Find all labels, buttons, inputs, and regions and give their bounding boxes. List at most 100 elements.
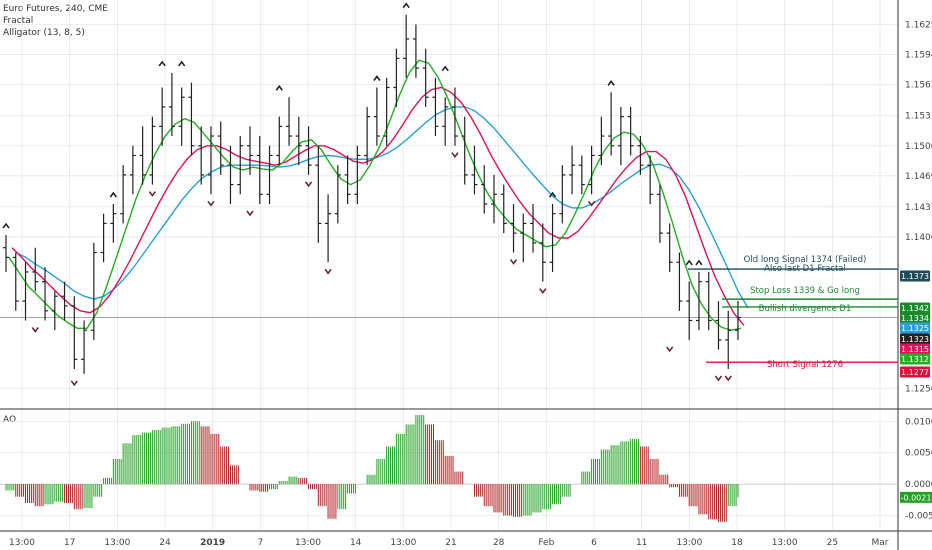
ohlc-bar (559, 165, 566, 224)
ohlc-bar (256, 136, 263, 204)
ohlc-bar (666, 223, 673, 272)
ohlc-bar (168, 72, 175, 137)
ohlc-bar (510, 204, 517, 253)
price-tick-label: 1.1406 (905, 233, 932, 243)
ohlc-bar (12, 252, 19, 311)
fractal-down-marker (207, 200, 215, 207)
fractal-up-marker (178, 60, 186, 67)
time-tick-label: 11 (636, 538, 647, 548)
ohlc-bar (286, 97, 293, 146)
fractal-up-marker (685, 259, 693, 266)
ohlc-bar (705, 271, 712, 331)
price-tag-bg (900, 366, 930, 378)
ohlc-bar (461, 116, 468, 185)
ohlc-bar (159, 87, 166, 146)
ohlc-bar (237, 136, 244, 195)
ohlc-bar (188, 82, 195, 156)
fractal-down-marker (148, 191, 157, 197)
fractal-down-marker (31, 327, 39, 333)
ohlc-bar (393, 48, 400, 107)
ohlc-bar (81, 320, 88, 374)
price-tag-label: 1.1315 (901, 345, 929, 354)
ohlc-bar (3, 235, 9, 272)
ohlc-bar (100, 213, 107, 263)
ohlc-bar (354, 145, 361, 204)
ohlc-bar (569, 145, 576, 195)
ohlc-bar (471, 145, 478, 195)
price-tag-bg (900, 322, 930, 334)
price-tag-label: 1.1277 (901, 368, 929, 377)
price-tag-label: 1.1323 (901, 335, 929, 344)
price-tag-bg (900, 343, 930, 355)
ohlc-bar (588, 145, 595, 195)
ohlc-bar (266, 145, 273, 204)
fractal-down-marker (587, 200, 596, 207)
ohlc-bar (207, 126, 214, 195)
fractal-up-marker (275, 84, 283, 91)
price-tag-label: 1.1373 (901, 272, 929, 281)
fractal-up-marker (373, 75, 381, 81)
ohlc-bar (217, 121, 224, 175)
price-tick-label: 1.1594 (905, 51, 932, 61)
fractal-down-marker (246, 210, 254, 217)
price-tag-bg (900, 312, 930, 324)
ohlc-bar (315, 145, 322, 243)
fractal-up-marker (441, 65, 449, 72)
fractal-down-marker (451, 152, 459, 159)
ohlc-bar (373, 87, 380, 146)
ohlc-bar (578, 155, 585, 195)
ohlc-bar (305, 126, 312, 175)
ohlc-bar (530, 204, 537, 253)
ohlc-bar (481, 165, 488, 214)
ohlc-bar (51, 291, 58, 331)
fractal-up-marker (402, 2, 410, 9)
fractal-up-marker (158, 60, 166, 67)
alligator-jaw-line (15, 106, 749, 309)
time-tick-label: 7 (257, 538, 263, 548)
chart-legend: Euro Futures, 240, CME Fractal Alligator… (3, 3, 108, 39)
ohlc-bar (637, 136, 644, 175)
ohlc-bar (139, 126, 146, 185)
price-tag: 1.1325 (900, 322, 930, 334)
ohlc-bar (42, 267, 49, 321)
price-tag: 1.1277 (900, 366, 930, 378)
ohlc-bar (451, 87, 458, 146)
fractal-down-marker (324, 268, 332, 275)
price-tick-label: 1.1625 (905, 20, 932, 30)
ohlc-bar (276, 116, 283, 166)
ohlc-bar (22, 262, 29, 321)
time-tick-label: Mar (872, 538, 889, 548)
fractal-indicator-label: Fractal (3, 16, 34, 26)
price-tag-label: 1.1334 (901, 314, 929, 323)
price-tag: 1.1315 (900, 343, 930, 355)
ohlc-bar (90, 242, 97, 340)
price-tag-bg (900, 302, 930, 314)
alligator-lips-line (8, 59, 742, 331)
ohlc-bar (422, 48, 429, 107)
fractal-down-marker (304, 181, 313, 188)
fractal-down-marker (714, 375, 723, 382)
ohlc-bar (383, 77, 390, 146)
ohlc-bar (247, 126, 253, 175)
time-tick-label: 28 (493, 538, 505, 548)
fractal-up-marker (548, 191, 557, 198)
ohlc-bar (198, 126, 205, 185)
ohlc-bar (110, 204, 117, 243)
price-tag: 1.1323 (900, 333, 930, 345)
ohlc-bar (344, 155, 351, 204)
price-tag-label: 1.1342 (901, 304, 929, 313)
ohlc-bar (598, 116, 605, 166)
alligator-teeth-line (11, 86, 745, 326)
ohlc-bar (549, 204, 556, 272)
ao-tick-label: 0.0000 (905, 480, 932, 490)
price-tag-label: 1.1312 (901, 355, 929, 364)
time-tick-label: 21 (445, 538, 456, 548)
price-tick-label: 1.1250 (905, 384, 932, 394)
time-tick-label: 13:00 (772, 538, 798, 548)
ohlc-bar (227, 145, 234, 204)
fractal-up-marker (695, 259, 703, 266)
price-tag: 1.1373 (900, 270, 930, 282)
